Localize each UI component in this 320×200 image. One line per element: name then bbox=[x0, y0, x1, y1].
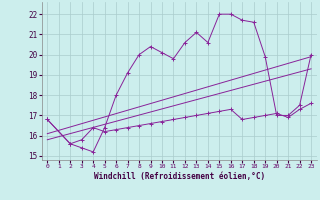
X-axis label: Windchill (Refroidissement éolien,°C): Windchill (Refroidissement éolien,°C) bbox=[94, 172, 265, 181]
